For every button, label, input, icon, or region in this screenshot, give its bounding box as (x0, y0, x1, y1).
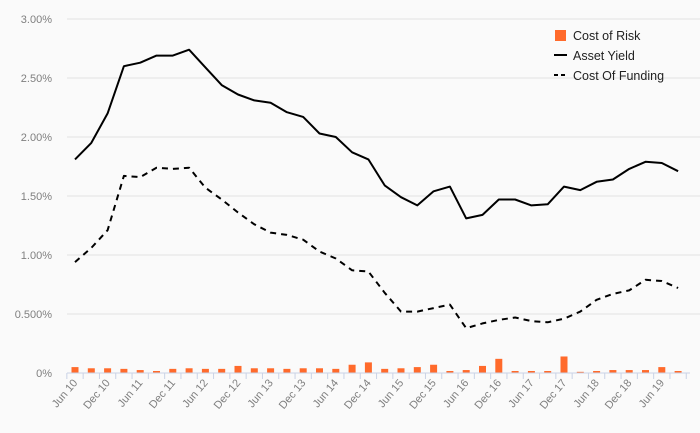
bar-cost-of-risk (381, 368, 389, 373)
y-tick-label: 2.00% (21, 132, 52, 144)
y-tick-label: 1.50% (21, 191, 52, 203)
line-series (74, 48, 679, 330)
bar-cost-of-risk (658, 367, 666, 373)
x-tick-label: Dec 16 (472, 377, 504, 411)
bar-cost-of-risk (201, 368, 209, 373)
bar-cost-of-risk (267, 368, 275, 373)
x-tick-label: Jun 18 (571, 377, 601, 410)
y-axis-labels: 0% 0.500% 1.00% 1.50% 2.00% 2.50% 3.00% (15, 14, 53, 380)
x-tick-label: Jun 17 (506, 377, 536, 410)
bar-cost-of-risk (316, 368, 323, 373)
x-tick-label: Jun 11 (116, 377, 146, 409)
bar-cost-of-risk (560, 356, 568, 373)
legend-label-cost-of-risk: Cost of Risk (573, 29, 641, 43)
bar-cost-of-risk (71, 367, 79, 373)
bar-cost-of-risk (544, 370, 552, 373)
bar-cost-of-risk (527, 370, 535, 373)
bar-cost-of-risk (104, 368, 112, 373)
bar-cost-of-risk (153, 370, 160, 373)
bar-cost-of-risk (234, 365, 242, 373)
legend-swatch-cost-of-risk (555, 30, 566, 41)
x-tick-label: Dec 15 (407, 377, 439, 411)
bar-cost-of-risk (495, 358, 503, 373)
x-tick-label: Jun 19 (637, 377, 667, 410)
bar-cost-of-risk (136, 370, 144, 373)
bar-cost-of-risk (609, 370, 617, 373)
x-tick-label: Jun 12 (180, 377, 210, 410)
line-cost-of-funding (74, 166, 679, 330)
bar-cost-of-risk (218, 368, 226, 373)
bar-cost-of-risk (446, 370, 454, 373)
bar-cost-of-risk (674, 370, 682, 373)
y-tick-label: 0% (36, 368, 52, 380)
bar-cost-of-risk (87, 368, 95, 373)
x-tick-label: Jun 13 (245, 377, 275, 410)
bar-cost-of-risk (625, 370, 633, 373)
bar-cost-of-risk (413, 367, 421, 373)
line-asset-yield (74, 48, 679, 220)
bar-cost-of-risk (185, 368, 193, 373)
bar-cost-of-risk (397, 368, 405, 373)
bar-cost-of-risk (348, 364, 356, 373)
x-tick-label: Dec 18 (603, 377, 635, 411)
bar-cost-of-risk (299, 368, 307, 373)
bar-cost-of-risk (169, 368, 177, 373)
y-tick-label: 1.00% (21, 250, 52, 262)
cost-of-risk-bars (71, 356, 682, 373)
bar-cost-of-risk (511, 370, 519, 373)
bar-cost-of-risk (283, 368, 291, 373)
y-tick-label: 2.50% (21, 73, 52, 85)
bar-cost-of-risk (120, 368, 128, 373)
x-axis: Jun 10 Dec 10 Jun 11 Dec 11 Jun 12 Dec 12 Jun … (50, 372, 690, 412)
y-tick-label: 3.00% (21, 14, 52, 26)
bar-cost-of-risk (364, 362, 372, 373)
bar-cost-of-risk (642, 370, 649, 373)
y-tick-label: 0.500% (15, 309, 53, 321)
bar-cost-of-risk (430, 364, 438, 373)
x-tick-label: Dec 12 (212, 377, 244, 411)
bar-cost-of-risk (479, 365, 486, 373)
legend: Cost of Risk Asset Yield Cost Of Funding (554, 29, 664, 83)
bar-cost-of-risk (332, 368, 340, 373)
legend-label-cost-of-funding: Cost Of Funding (573, 69, 664, 83)
bar-cost-of-risk (576, 371, 584, 373)
bar-cost-of-risk (462, 370, 470, 373)
x-tick-label: Dec 11 (147, 377, 178, 411)
x-tick-label: Jun 15 (376, 377, 406, 410)
x-tick-label: Dec 14 (342, 377, 374, 411)
gridlines (67, 18, 700, 315)
x-tick-label: Dec 17 (538, 377, 570, 411)
x-tick-label: Dec 13 (277, 377, 309, 411)
x-tick-label: Jun 16 (441, 377, 471, 410)
bar-cost-of-risk (593, 370, 601, 373)
legend-label-asset-yield: Asset Yield (573, 49, 635, 63)
x-tick-label: Jun 10 (50, 377, 80, 410)
x-tick-label: Jun 14 (311, 377, 341, 410)
bar-cost-of-risk (250, 368, 258, 373)
x-tick-label: Dec 10 (81, 377, 113, 411)
